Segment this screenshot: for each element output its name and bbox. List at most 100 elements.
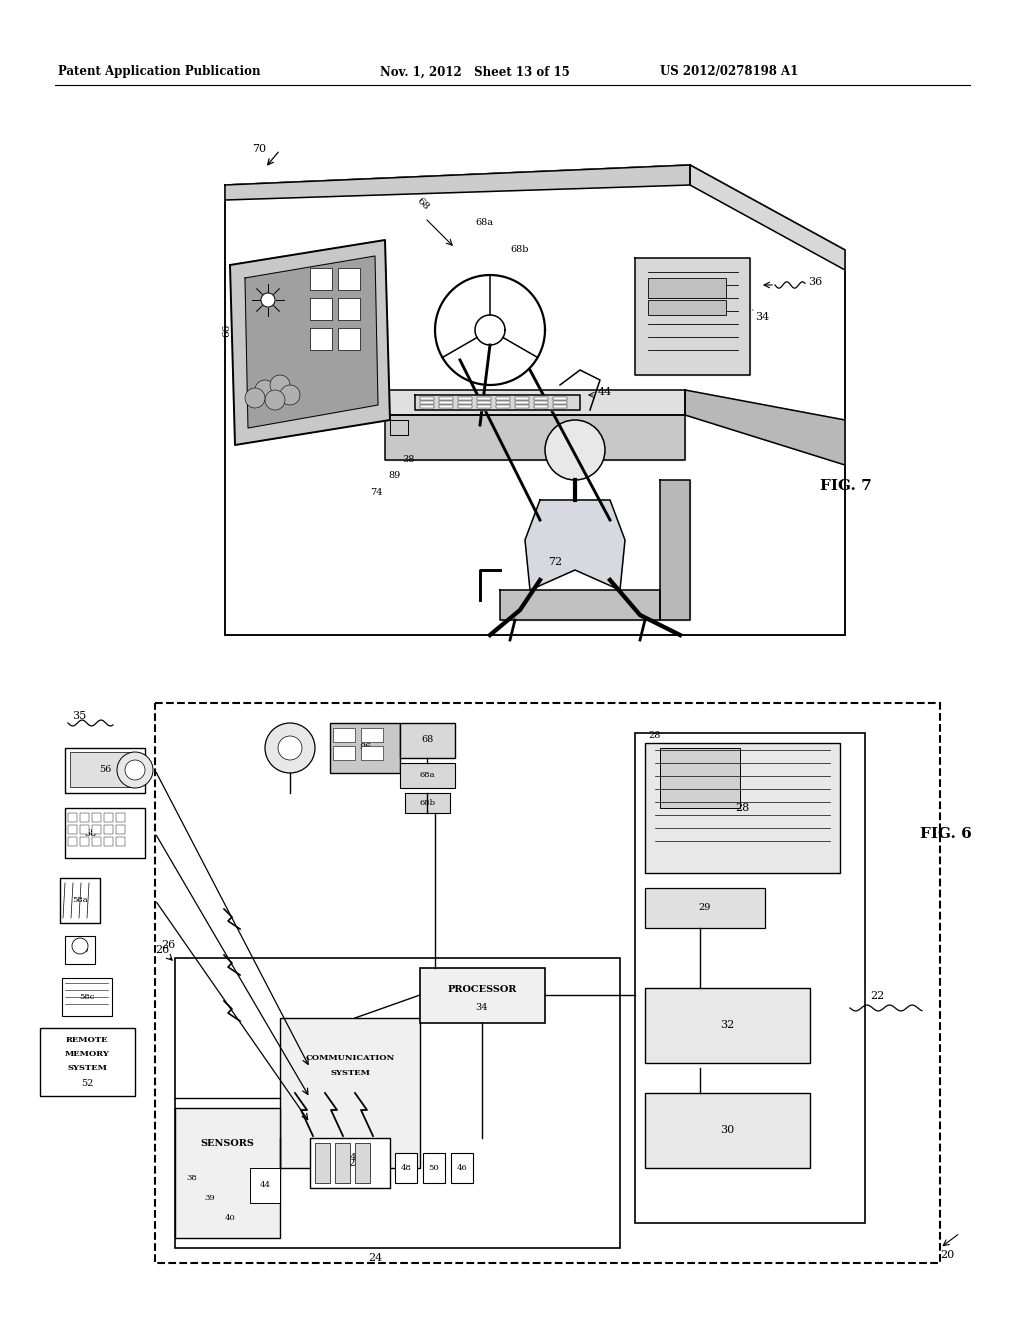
Bar (333, 729, 355, 742)
Bar (648, 300, 726, 315)
Text: 66: 66 (222, 323, 231, 337)
Text: 26: 26 (161, 940, 175, 950)
Bar (80, 837, 89, 846)
Bar (155, 704, 940, 1263)
Text: 26: 26 (156, 945, 170, 954)
Bar (496, 401, 510, 404)
Bar (420, 405, 434, 408)
Text: 56: 56 (99, 766, 112, 775)
Polygon shape (245, 256, 378, 428)
Bar (534, 397, 548, 400)
Text: 20: 20 (940, 1250, 954, 1261)
Bar (116, 813, 125, 822)
Text: 34: 34 (755, 312, 769, 322)
Polygon shape (230, 240, 390, 445)
Polygon shape (385, 414, 685, 459)
Text: 89: 89 (388, 471, 400, 480)
Bar (477, 397, 490, 400)
Bar (65, 808, 145, 858)
Text: 74: 74 (370, 488, 383, 498)
Circle shape (117, 752, 153, 788)
Text: SYSTEM: SYSTEM (330, 1069, 370, 1077)
Bar (68, 813, 77, 822)
Bar (104, 837, 113, 846)
Text: 28: 28 (648, 731, 660, 741)
Polygon shape (685, 389, 845, 465)
Text: 46: 46 (457, 1164, 467, 1172)
Text: 30: 30 (720, 1125, 734, 1135)
Text: 38: 38 (186, 1173, 198, 1181)
Bar (310, 268, 332, 290)
Bar (68, 837, 77, 846)
Bar (338, 298, 360, 319)
Bar (420, 968, 545, 1023)
Bar (420, 401, 434, 404)
Text: 68b: 68b (419, 799, 435, 807)
Bar (68, 825, 77, 834)
Bar (515, 401, 529, 404)
Bar (40, 1028, 135, 1096)
Text: 38: 38 (402, 455, 415, 465)
Bar (333, 746, 355, 760)
Text: 68a: 68a (475, 218, 493, 227)
Text: FIG. 7: FIG. 7 (820, 479, 871, 492)
Bar (80, 813, 89, 822)
Circle shape (255, 380, 275, 400)
Bar (335, 1143, 350, 1183)
Text: 32: 32 (720, 1020, 734, 1030)
Circle shape (545, 420, 605, 480)
Circle shape (125, 760, 145, 780)
Bar (338, 268, 360, 290)
Bar (553, 405, 567, 408)
Bar (439, 401, 453, 404)
Bar (310, 327, 332, 350)
Bar (338, 327, 360, 350)
Bar (116, 837, 125, 846)
Bar (315, 1143, 330, 1183)
Bar (451, 1152, 473, 1183)
Text: 29: 29 (698, 903, 712, 912)
Bar (361, 746, 383, 760)
Bar (515, 397, 529, 400)
Text: Nov. 1, 2012   Sheet 13 of 15: Nov. 1, 2012 Sheet 13 of 15 (380, 66, 569, 78)
Text: 72: 72 (548, 557, 562, 568)
Text: 52: 52 (81, 1080, 93, 1089)
Polygon shape (500, 590, 660, 620)
Text: 24: 24 (368, 1253, 382, 1263)
Bar (660, 748, 740, 808)
Text: 86: 86 (358, 743, 371, 752)
Text: 58: 58 (84, 829, 96, 837)
Text: 42: 42 (344, 1159, 356, 1167)
Text: 58b: 58b (72, 946, 88, 954)
Text: 40: 40 (224, 1214, 236, 1222)
Bar (553, 397, 567, 400)
Text: 39: 39 (205, 1195, 215, 1203)
Bar (496, 405, 510, 408)
Text: US 2012/0278198 A1: US 2012/0278198 A1 (660, 66, 799, 78)
Circle shape (278, 737, 302, 760)
Bar (458, 405, 472, 408)
Bar (439, 405, 453, 408)
Text: 34: 34 (476, 1003, 488, 1012)
Bar (92, 837, 101, 846)
Polygon shape (635, 257, 750, 375)
Circle shape (72, 939, 88, 954)
Bar (645, 743, 840, 873)
Bar (534, 405, 548, 408)
Bar (104, 825, 113, 834)
Bar (70, 752, 135, 787)
Bar (534, 401, 548, 404)
Bar (250, 1168, 280, 1203)
Text: FIG. 6: FIG. 6 (920, 828, 972, 841)
Bar (175, 1107, 280, 1238)
Bar (390, 420, 408, 436)
Bar (62, 978, 112, 1016)
Text: 36: 36 (808, 277, 822, 286)
Bar (458, 397, 472, 400)
Bar (330, 723, 400, 774)
Text: 70: 70 (252, 144, 266, 154)
Bar (400, 763, 455, 788)
Circle shape (265, 389, 285, 411)
Bar (310, 1138, 390, 1188)
Bar (648, 279, 726, 298)
